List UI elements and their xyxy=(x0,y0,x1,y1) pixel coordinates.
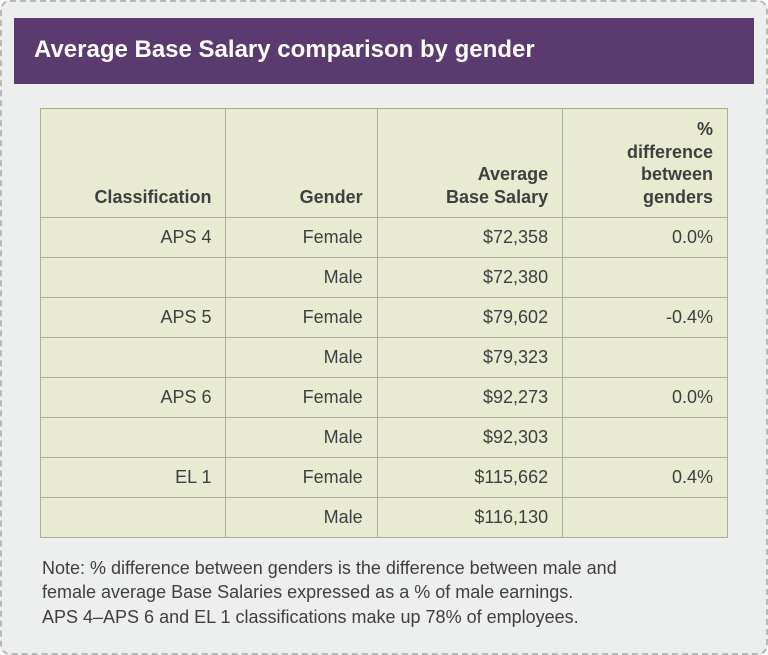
salary-comparison-card: Average Base Salary comparison by gender… xyxy=(0,0,768,655)
table-cell xyxy=(41,418,226,458)
table-cell: $79,323 xyxy=(377,338,562,378)
table-body: APS 4Female$72,3580.0%Male$72,380APS 5Fe… xyxy=(41,218,728,538)
card-title: Average Base Salary comparison by gender xyxy=(14,18,754,84)
table-header-row: Classification Gender AverageBase Salary… xyxy=(41,109,728,218)
table-row: EL 1Female$115,6620.4% xyxy=(41,458,728,498)
table-cell: Male xyxy=(226,258,377,298)
table-container: Classification Gender AverageBase Salary… xyxy=(14,84,754,546)
table-cell: EL 1 xyxy=(41,458,226,498)
table-cell: Female xyxy=(226,218,377,258)
table-cell: $92,303 xyxy=(377,418,562,458)
table-cell: $115,662 xyxy=(377,458,562,498)
table-cell xyxy=(41,258,226,298)
table-row: APS 6Female$92,2730.0% xyxy=(41,378,728,418)
table-row: Male$72,380 xyxy=(41,258,728,298)
col-header-pct-diff: %differencebetweengenders xyxy=(563,109,728,218)
table-cell: Female xyxy=(226,378,377,418)
table-cell xyxy=(563,258,728,298)
table-cell: $72,358 xyxy=(377,218,562,258)
table-cell xyxy=(563,498,728,538)
table-cell: 0.0% xyxy=(563,218,728,258)
table-cell: Female xyxy=(226,458,377,498)
table-cell: -0.4% xyxy=(563,298,728,338)
table-cell: APS 4 xyxy=(41,218,226,258)
table-cell: APS 5 xyxy=(41,298,226,338)
table-cell: Male xyxy=(226,418,377,458)
table-cell: APS 6 xyxy=(41,378,226,418)
table-cell: $116,130 xyxy=(377,498,562,538)
table-cell xyxy=(563,418,728,458)
col-header-avg-salary: AverageBase Salary xyxy=(377,109,562,218)
table-cell: Male xyxy=(226,338,377,378)
table-cell: 0.4% xyxy=(563,458,728,498)
table-row: Male$116,130 xyxy=(41,498,728,538)
col-header-gender: Gender xyxy=(226,109,377,218)
col-header-classification: Classification xyxy=(41,109,226,218)
table-cell: $72,380 xyxy=(377,258,562,298)
table-row: APS 4Female$72,3580.0% xyxy=(41,218,728,258)
table-cell: Male xyxy=(226,498,377,538)
table-row: Male$79,323 xyxy=(41,338,728,378)
table-cell: 0.0% xyxy=(563,378,728,418)
table-cell xyxy=(41,338,226,378)
footnote: Note: % difference between genders is th… xyxy=(14,546,754,629)
table-cell: Female xyxy=(226,298,377,338)
table-row: APS 5Female$79,602-0.4% xyxy=(41,298,728,338)
table-row: Male$92,303 xyxy=(41,418,728,458)
table-cell xyxy=(563,338,728,378)
salary-table: Classification Gender AverageBase Salary… xyxy=(40,108,728,538)
table-cell: $92,273 xyxy=(377,378,562,418)
table-cell: $79,602 xyxy=(377,298,562,338)
table-cell xyxy=(41,498,226,538)
